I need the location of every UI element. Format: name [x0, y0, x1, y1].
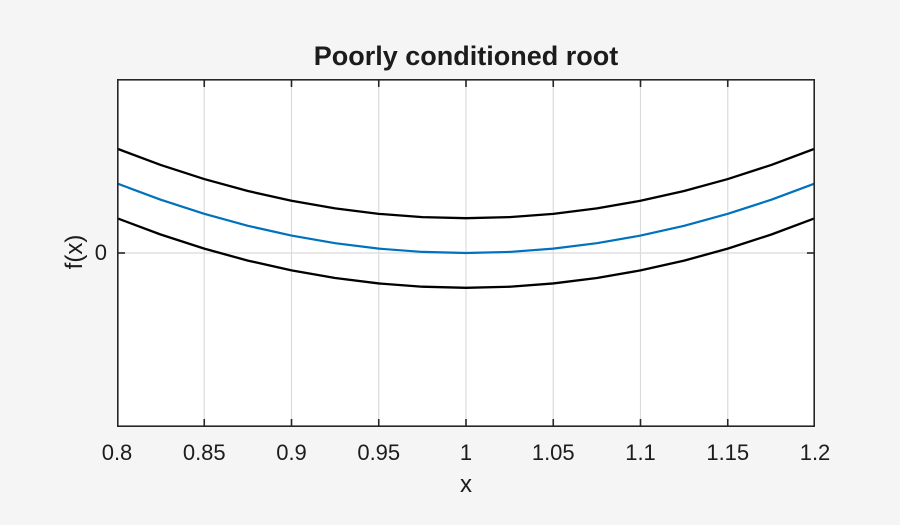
x-tick-label: 1.05: [531, 440, 575, 465]
series-line: [117, 182, 815, 255]
x-tick-label: 0.9: [276, 440, 307, 465]
chart-title: Poorly conditioned root: [313, 41, 619, 71]
x-tick-label: 1.15: [706, 440, 750, 465]
x-tick-label: 0.8: [101, 440, 133, 465]
x-tick-label: 0.95: [357, 440, 401, 465]
plot-area: [117, 79, 815, 427]
x-axis-label: x: [460, 471, 472, 498]
y-tick-label: 0: [94, 240, 107, 265]
series-line: [117, 217, 815, 289]
series-line: [117, 147, 815, 220]
axes-box: [117, 79, 815, 427]
x-tick-label: 1.2: [799, 440, 831, 465]
x-tick-label: 0.85: [182, 440, 226, 465]
x-tick-label: 1.1: [625, 440, 656, 465]
x-tick-label: 1: [459, 440, 473, 465]
y-axis-label: f(x): [61, 234, 88, 270]
